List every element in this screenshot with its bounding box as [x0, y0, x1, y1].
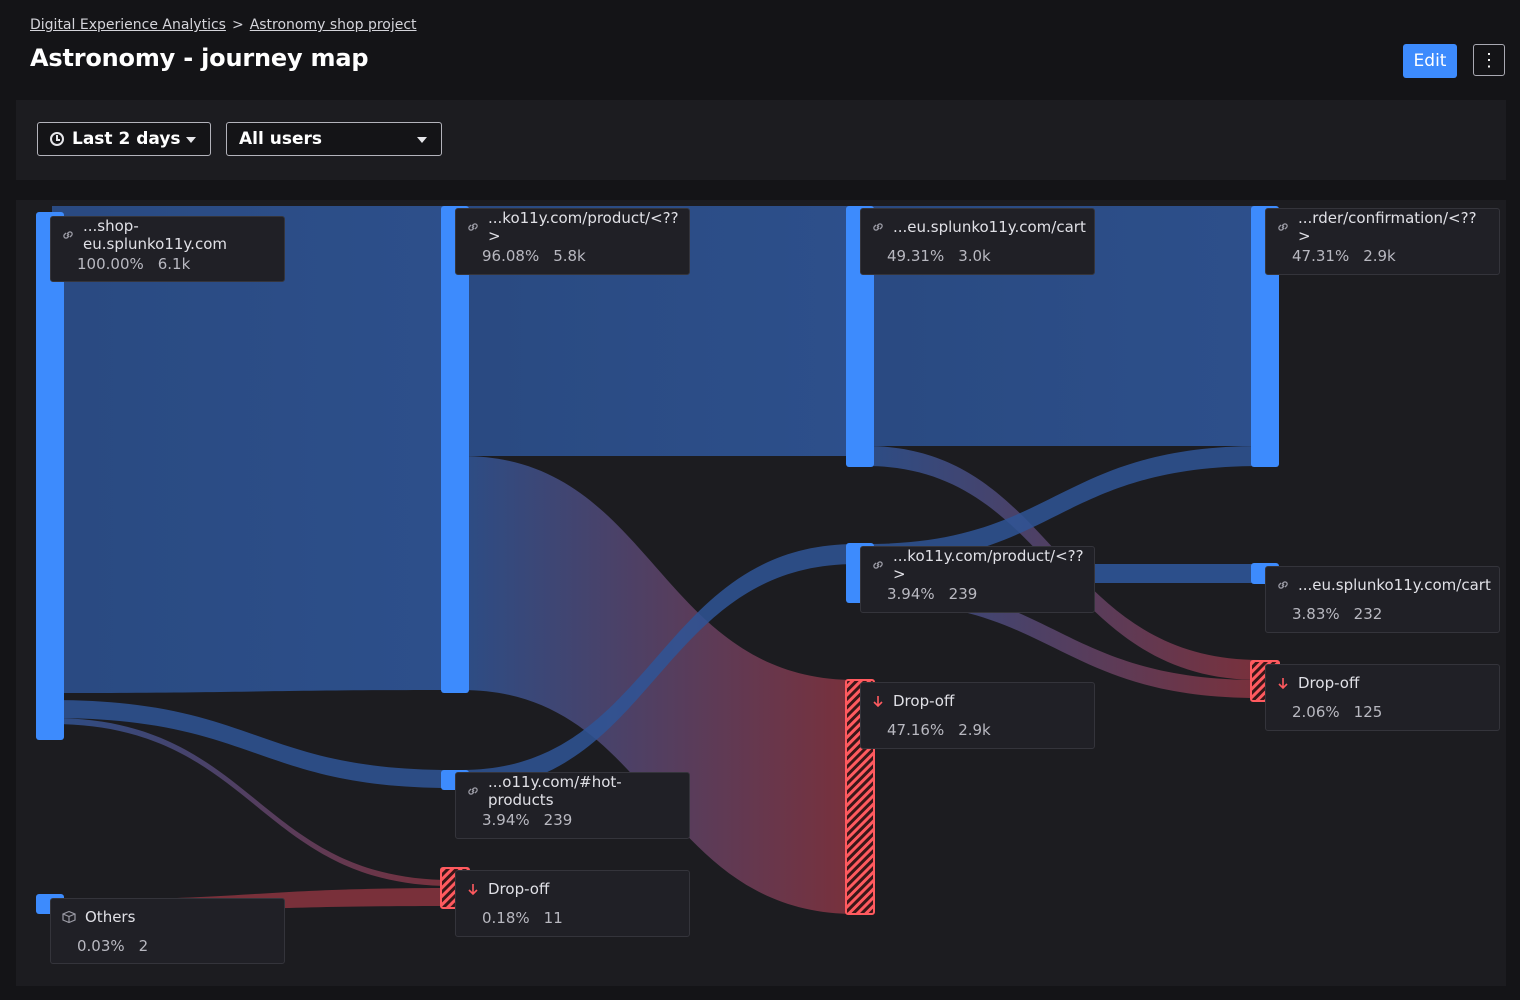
page-title: Astronomy - journey map [30, 44, 369, 72]
edit-button[interactable]: Edit [1403, 44, 1457, 78]
node-percent: 3.94% [482, 811, 530, 829]
flow-home-to-dropoff[interactable] [52, 718, 452, 886]
node-percent: 3.94% [887, 585, 935, 603]
node-percent: 100.00% [77, 255, 144, 273]
node-label-others[interactable]: Others 0.03% 2 [50, 898, 285, 964]
time-range-select[interactable]: Last 2 days [37, 122, 211, 156]
node-label-confirmation[interactable]: ...rder/confirmation/<??> 47.31% 2.9k [1265, 208, 1500, 275]
node-percent: 0.03% [77, 937, 125, 955]
node-name: ...ko11y.com/product/<??> [488, 209, 679, 245]
node-label-dropoff-step3[interactable]: Drop-off 47.16% 2.9k [860, 682, 1095, 749]
node-name: ...o11y.com/#hot-products [488, 773, 622, 809]
node-percent: 96.08% [482, 247, 540, 265]
filter-bar: Last 2 days All users [16, 100, 1506, 180]
time-range-value: Last 2 days [72, 129, 181, 149]
breadcrumb-link-project[interactable]: Astronomy shop project [249, 17, 417, 33]
journey-map: ...shop-eu.splunko11y.com 100.00% 6.1k Ot… [16, 200, 1506, 986]
node-name: ...eu.splunko11y.com/cart [893, 218, 1086, 236]
caret-down-icon [186, 137, 196, 143]
box-icon [62, 910, 76, 924]
arrow-down-icon [468, 884, 478, 896]
segment-value: All users [239, 129, 322, 149]
node-count: 3.0k [958, 247, 991, 265]
node-label-dropoff-step2[interactable]: Drop-off 0.18% 11 [455, 870, 690, 937]
node-bar-product[interactable] [441, 206, 469, 693]
link-icon [873, 561, 883, 569]
arrow-down-icon [873, 696, 883, 708]
node-percent: 0.18% [482, 909, 530, 927]
flow-hot-products-to-product[interactable] [462, 544, 856, 790]
node-label-home[interactable]: ...shop-eu.splunko11y.com 100.00% 6.1k [50, 216, 285, 282]
node-name: ...shop-eu.splunko11y.com [83, 217, 227, 253]
arrow-down-icon [1278, 678, 1288, 690]
link-icon [873, 223, 883, 231]
link-icon [468, 787, 478, 795]
link-icon [1278, 223, 1288, 231]
breadcrumb-link-root[interactable]: Digital Experience Analytics [30, 17, 226, 33]
node-percent: 3.83% [1292, 605, 1340, 623]
node-label-cart[interactable]: ...eu.splunko11y.com/cart 49.31% 3.0k [860, 208, 1095, 275]
node-count: 239 [948, 585, 978, 603]
node-name: Others [85, 908, 136, 926]
flow-home-to-product[interactable] [52, 206, 452, 693]
node-label-cart-step4[interactable]: ...eu.splunko11y.com/cart 3.83% 232 [1265, 566, 1500, 633]
chevron-right-icon: > [231, 17, 244, 33]
node-label-dropoff-step4[interactable]: Drop-off 2.06% 125 [1265, 664, 1500, 731]
node-bar-home[interactable] [36, 212, 64, 740]
node-count: 232 [1353, 605, 1383, 623]
node-name: Drop-off [893, 692, 955, 710]
node-percent: 47.16% [887, 721, 945, 739]
node-count: 11 [543, 909, 563, 927]
node-name: ...ko11y.com/product/<??> [893, 547, 1084, 583]
node-label-product[interactable]: ...ko11y.com/product/<??> 96.08% 5.8k [455, 208, 690, 275]
flow-home-to-hot-products[interactable] [52, 700, 452, 788]
node-percent: 2.06% [1292, 703, 1340, 721]
node-name: ...eu.splunko11y.com/cart [1298, 576, 1491, 594]
clock-icon [50, 132, 64, 146]
node-count: 239 [543, 811, 573, 829]
node-count: 5.8k [553, 247, 586, 265]
node-name: Drop-off [488, 880, 550, 898]
more-options-button[interactable]: ⋮ [1473, 44, 1505, 76]
node-count: 6.1k [157, 255, 191, 273]
link-icon [1278, 581, 1288, 589]
link-icon [468, 223, 478, 231]
node-count: 2.9k [1363, 247, 1396, 265]
node-name: Drop-off [1298, 674, 1360, 692]
node-label-hot-products[interactable]: ...o11y.com/#hot-products 3.94% 239 [455, 772, 690, 839]
breadcrumb: Digital Experience Analytics > Astronomy… [30, 17, 417, 33]
flow-product2-to-confirmation[interactable] [866, 446, 1260, 564]
node-count: 2 [138, 937, 149, 955]
segment-select[interactable]: All users [226, 122, 442, 156]
node-percent: 47.31% [1292, 247, 1350, 265]
node-count: 125 [1353, 703, 1383, 721]
flow-product-to-dropoff[interactable] [462, 456, 856, 914]
node-name: ...rder/confirmation/<??> [1298, 209, 1477, 245]
node-count: 2.9k [958, 721, 991, 739]
link-icon [63, 231, 73, 239]
node-percent: 49.31% [887, 247, 945, 265]
caret-down-icon [417, 137, 427, 143]
node-label-product-step3[interactable]: ...ko11y.com/product/<??> 3.94% 239 [860, 546, 1095, 613]
